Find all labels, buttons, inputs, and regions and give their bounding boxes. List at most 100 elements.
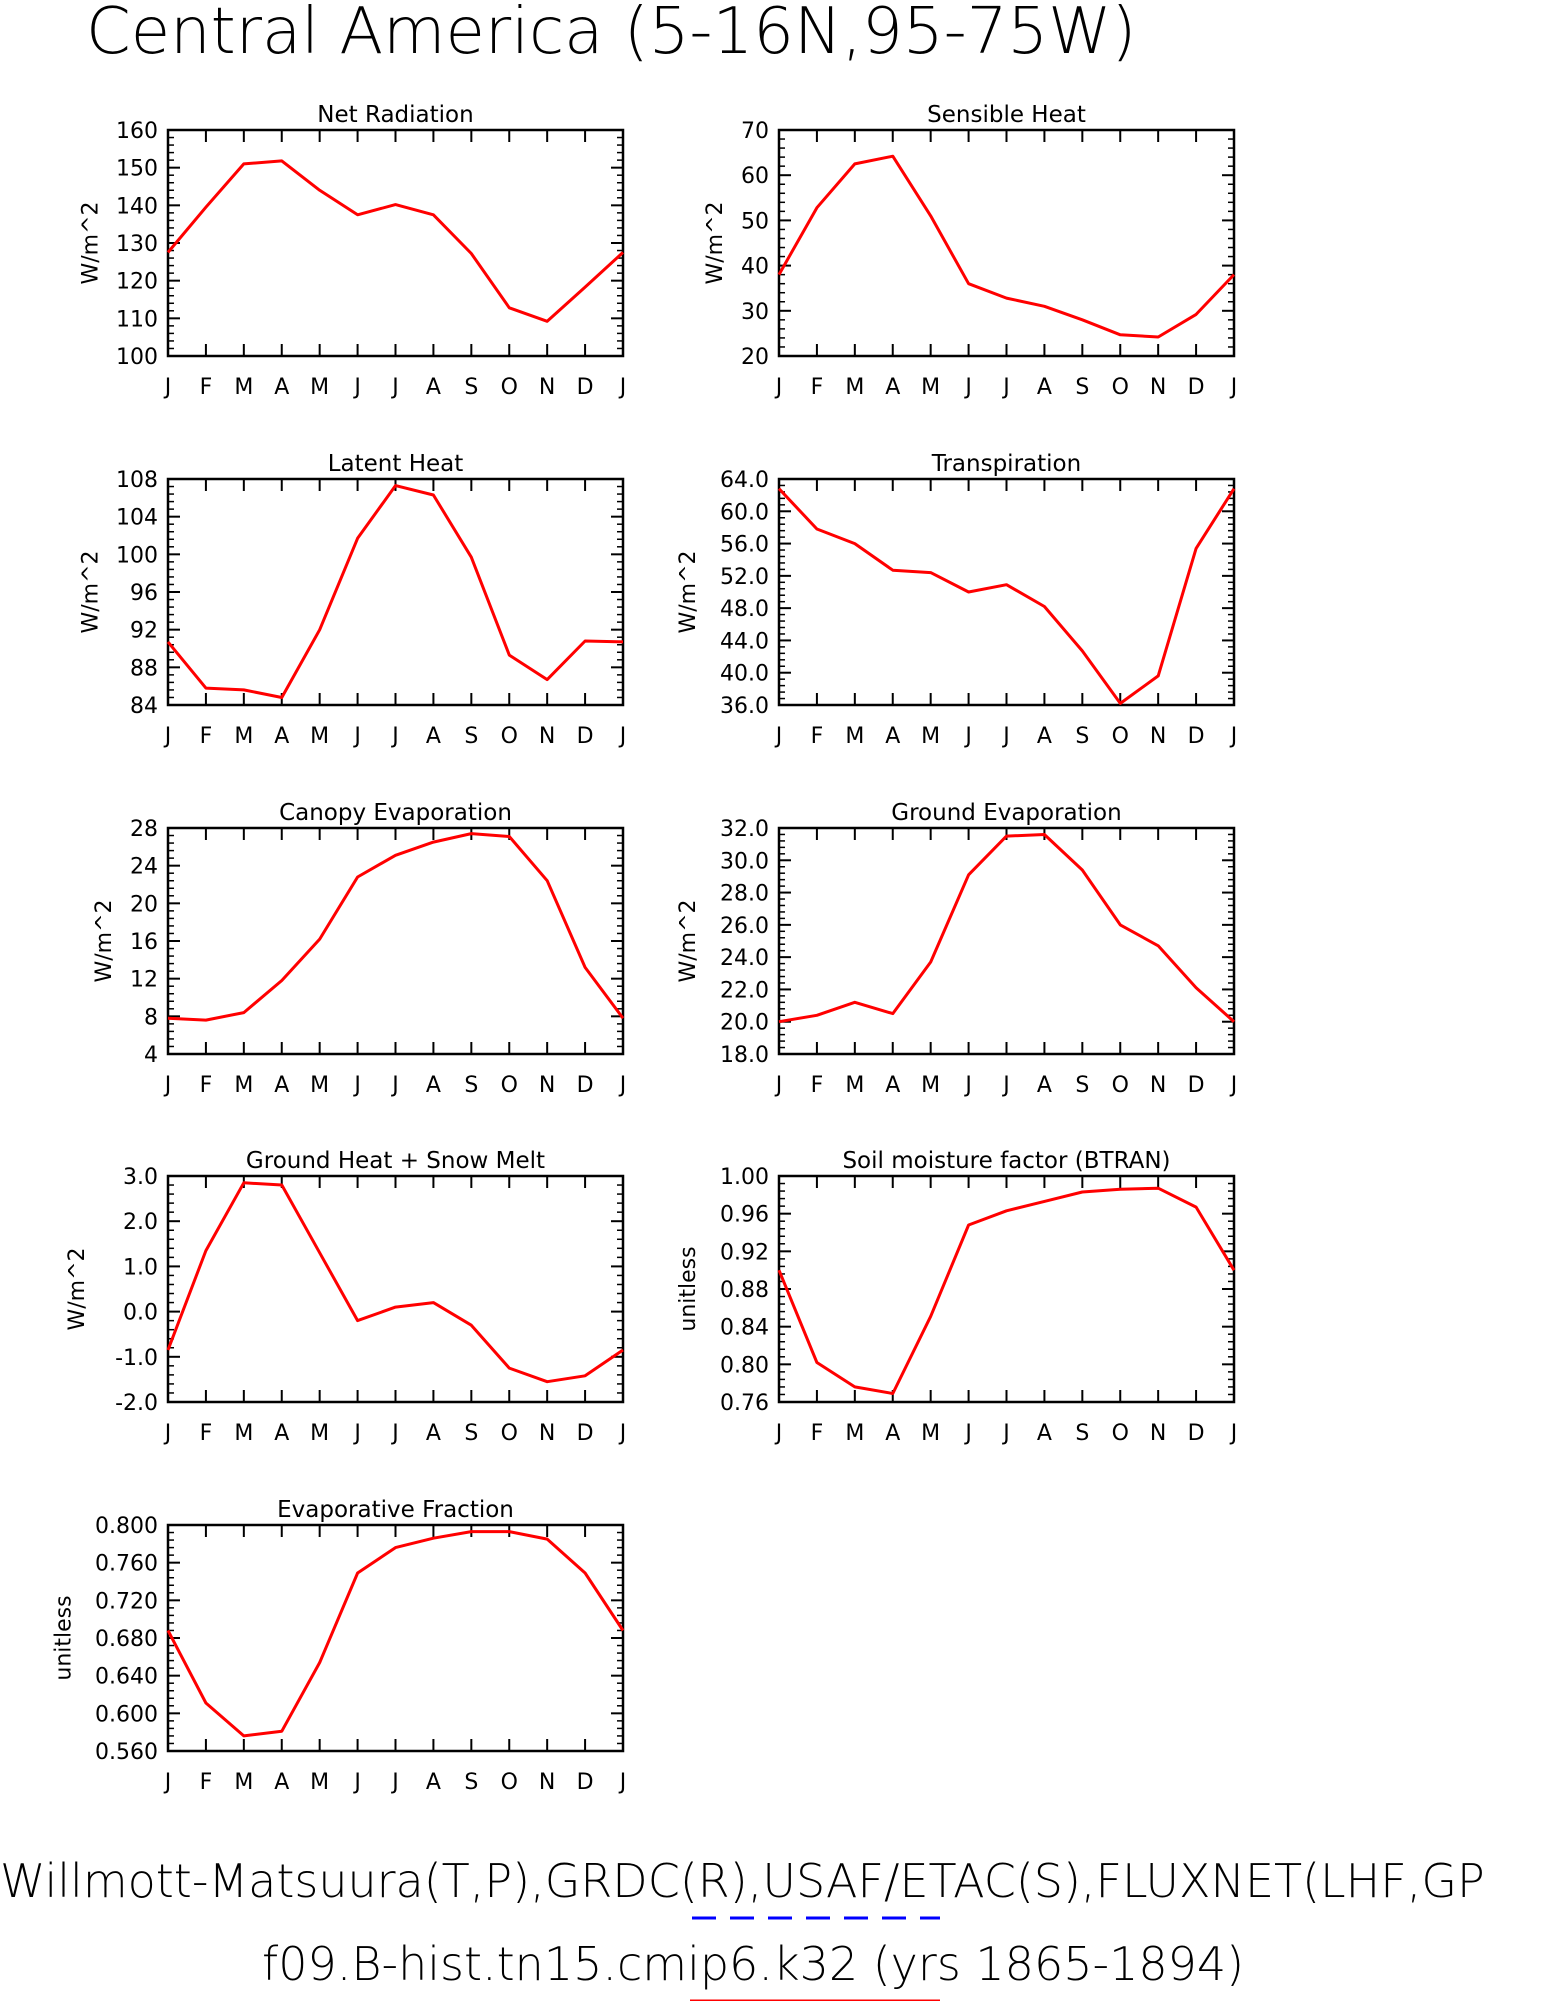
- x-tick-label: N: [539, 1421, 555, 1446]
- x-tick-label: F: [811, 375, 824, 400]
- y-tick-label: 1.0: [123, 1255, 158, 1280]
- y-tick-label: -2.0: [115, 1391, 158, 1416]
- x-tick-label: F: [811, 1421, 824, 1446]
- panel-title: Soil moisture factor (BTRAN): [842, 1148, 1170, 1174]
- x-tick-label: D: [1188, 1421, 1205, 1446]
- y-axis-label: unitless: [52, 1595, 77, 1680]
- y-tick-label: 104: [116, 506, 158, 531]
- x-tick-label: S: [1075, 1421, 1089, 1446]
- x-tick-label: A: [1037, 1421, 1052, 1446]
- x-tick-label: S: [464, 1421, 478, 1446]
- plot-frame: [166, 128, 625, 358]
- series-line: [166, 484, 624, 699]
- y-tick-label: 18.0: [720, 1043, 769, 1068]
- x-tick-label: J: [774, 375, 783, 400]
- x-tick-label: D: [1188, 1073, 1205, 1098]
- x-tick-label: S: [1075, 1073, 1089, 1098]
- x-tick-label: J: [163, 1073, 172, 1098]
- x-tick-label: O: [1112, 1073, 1129, 1098]
- x-tick-label: J: [774, 724, 783, 749]
- y-tick-label: 100: [116, 345, 158, 370]
- y-tick-label: 0.640: [95, 1665, 158, 1690]
- plot-frame: [166, 826, 625, 1056]
- x-tick-label: N: [1150, 1073, 1166, 1098]
- x-tick-label: N: [539, 1770, 555, 1795]
- x-tick-label: N: [539, 724, 555, 749]
- x-tick-label: M: [234, 1073, 253, 1098]
- y-tick-label: 92: [130, 619, 158, 644]
- x-tick-label: D: [577, 375, 594, 400]
- y-tick-label: 0.800: [95, 1514, 158, 1539]
- y-tick-label: 50: [741, 209, 769, 234]
- y-tick-label: 0.680: [95, 1627, 158, 1652]
- y-axis-label: unitless: [676, 1246, 701, 1331]
- x-tick-label: A: [1037, 1073, 1052, 1098]
- y-tick-label: 1.00: [720, 1165, 769, 1190]
- panel-title: Evaporative Fraction: [277, 1497, 514, 1523]
- x-tick-label: O: [501, 375, 518, 400]
- plot-frame: [166, 1523, 625, 1753]
- y-tick-label: 26.0: [720, 914, 769, 939]
- y-tick-label: 2.0: [123, 1210, 158, 1235]
- plot-frame: [777, 477, 1236, 707]
- x-tick-label: F: [200, 724, 213, 749]
- x-tick-label: J: [1001, 375, 1010, 400]
- y-tick-label: 60: [741, 164, 769, 189]
- y-tick-label: 20.0: [720, 1011, 769, 1036]
- x-tick-label: D: [577, 1770, 594, 1795]
- x-tick-label: S: [1075, 375, 1089, 400]
- panel-title: Sensible Heat: [927, 102, 1086, 128]
- x-tick-label: A: [426, 1421, 441, 1446]
- y-tick-label: 108: [116, 468, 158, 493]
- series-line: [166, 1181, 624, 1384]
- y-tick-label: 60.0: [720, 500, 769, 525]
- x-tick-label: O: [501, 1073, 518, 1098]
- x-tick-label: O: [1112, 724, 1129, 749]
- series-line: [777, 487, 1236, 705]
- x-tick-label: N: [1150, 724, 1166, 749]
- y-tick-label: 0.80: [720, 1353, 769, 1378]
- x-tick-label: J: [963, 375, 972, 400]
- footer-model-text: f09.B-hist.tn15.cmip6.k32 (yrs 1865-1894…: [262, 1937, 1244, 1991]
- x-tick-label: F: [200, 1073, 213, 1098]
- y-tick-label: 22.0: [720, 978, 769, 1003]
- x-tick-label: O: [501, 1421, 518, 1446]
- y-axis-label: W/m^2: [65, 1247, 90, 1330]
- y-axis-label: W/m^2: [703, 201, 728, 284]
- panel-title: Transpiration: [931, 451, 1081, 477]
- y-tick-label: 16: [130, 930, 158, 955]
- y-tick-label: 44.0: [720, 629, 769, 654]
- x-tick-label: M: [845, 375, 864, 400]
- y-tick-label: 36.0: [720, 694, 769, 719]
- x-tick-label: F: [200, 1421, 213, 1446]
- x-tick-label: J: [1229, 1421, 1238, 1446]
- chart-panel: J F M A M J J A S O N D J36.040.044.048.052.056.060.…: [676, 451, 1237, 749]
- x-tick-label: J: [352, 1770, 361, 1795]
- y-tick-label: 64.0: [720, 468, 769, 493]
- x-tick-label: J: [163, 724, 172, 749]
- y-tick-label: 110: [116, 307, 158, 332]
- x-tick-label: S: [464, 1770, 478, 1795]
- x-tick-label: A: [1037, 375, 1052, 400]
- panel-title: Net Radiation: [317, 102, 473, 128]
- x-tick-label: M: [921, 1421, 940, 1446]
- x-tick-label: A: [426, 1073, 441, 1098]
- y-tick-label: 20: [130, 892, 158, 917]
- y-tick-label: 24: [130, 855, 158, 880]
- x-tick-label: M: [921, 724, 940, 749]
- y-tick-label: 40.0: [720, 662, 769, 687]
- y-tick-label: 100: [116, 543, 158, 568]
- x-tick-label: S: [464, 1073, 478, 1098]
- x-tick-label: J: [390, 724, 399, 749]
- x-tick-label: J: [163, 375, 172, 400]
- y-tick-label: 28: [130, 817, 158, 842]
- y-axis-label: W/m^2: [676, 899, 701, 982]
- plot-frame: [166, 1174, 625, 1404]
- x-tick-label: M: [921, 375, 940, 400]
- x-tick-label: A: [885, 1073, 900, 1098]
